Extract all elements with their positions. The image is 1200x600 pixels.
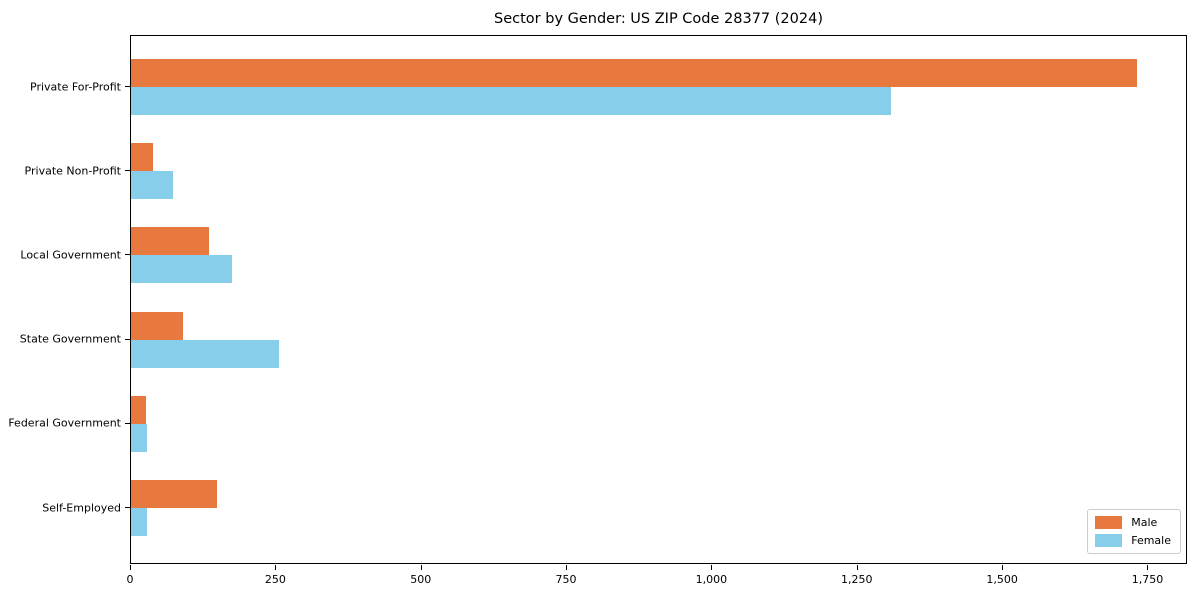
bar-female-state-government	[131, 339, 280, 368]
bar-male-private-non-profit	[131, 143, 153, 172]
x-tick-250	[275, 565, 277, 570]
x-tick-label-250: 250	[264, 573, 286, 586]
x-tick-label-1,500: 1,500	[986, 573, 1018, 586]
plot-area: Male Female	[130, 35, 1187, 564]
x-tick-label-1,000: 1,000	[695, 573, 728, 586]
legend-item-male: Male	[1095, 516, 1171, 529]
x-tick-0	[130, 565, 131, 570]
x-tick-label-1,750: 1,750	[1131, 573, 1164, 586]
x-tick-500	[420, 565, 422, 570]
y-tick-private-for-profit	[125, 86, 130, 87]
x-tick-750	[566, 565, 568, 570]
y-tick-label-state-government: State Government	[19, 332, 121, 346]
y-tick-label-private-for-profit: Private For-Profit	[30, 80, 121, 93]
y-tick-label-local-government: Local Government	[20, 248, 121, 262]
x-tick-1,750	[1147, 565, 1149, 570]
x-tick-1,500	[1002, 565, 1004, 570]
y-tick-label-self-employed: Self-Employed	[42, 501, 121, 514]
bar-female-federal-government	[131, 423, 148, 452]
x-tick-1,250	[856, 565, 858, 570]
legend-swatch-female	[1095, 534, 1123, 547]
bar-male-federal-government	[131, 395, 146, 424]
y-tick-state-government	[125, 338, 130, 340]
x-tick-label-750: 750	[555, 573, 577, 586]
legend-label-female: Female	[1131, 534, 1171, 547]
legend-item-female: Female	[1095, 534, 1171, 547]
bar-male-local-government	[131, 227, 210, 256]
y-tick-local-government	[125, 254, 130, 256]
chart-title: Sector by Gender: US ZIP Code 28377 (202…	[494, 11, 823, 27]
x-tick-1,000	[711, 565, 713, 570]
x-tick-label-500: 500	[410, 573, 432, 586]
x-tick-label-0: 0	[126, 573, 134, 586]
legend: Male Female	[1087, 509, 1181, 554]
bar-female-private-for-profit	[131, 87, 891, 115]
legend-swatch-male	[1095, 516, 1123, 529]
y-tick-federal-government	[125, 422, 130, 424]
x-tick-label-1,250: 1,250	[841, 573, 873, 586]
bar-female-self-employed	[131, 508, 148, 536]
y-tick-self-employed	[125, 507, 130, 508]
y-tick-label-federal-government: Federal Government	[8, 416, 121, 430]
y-tick-label-private-non-profit: Private Non-Profit	[24, 164, 121, 178]
bar-male-state-government	[131, 311, 183, 340]
y-tick-private-non-profit	[125, 170, 130, 172]
legend-label-male: Male	[1131, 516, 1158, 529]
bar-female-local-government	[131, 255, 233, 284]
bar-male-self-employed	[131, 480, 218, 508]
bar-female-private-non-profit	[131, 171, 173, 200]
bar-male-private-for-profit	[131, 59, 1137, 87]
